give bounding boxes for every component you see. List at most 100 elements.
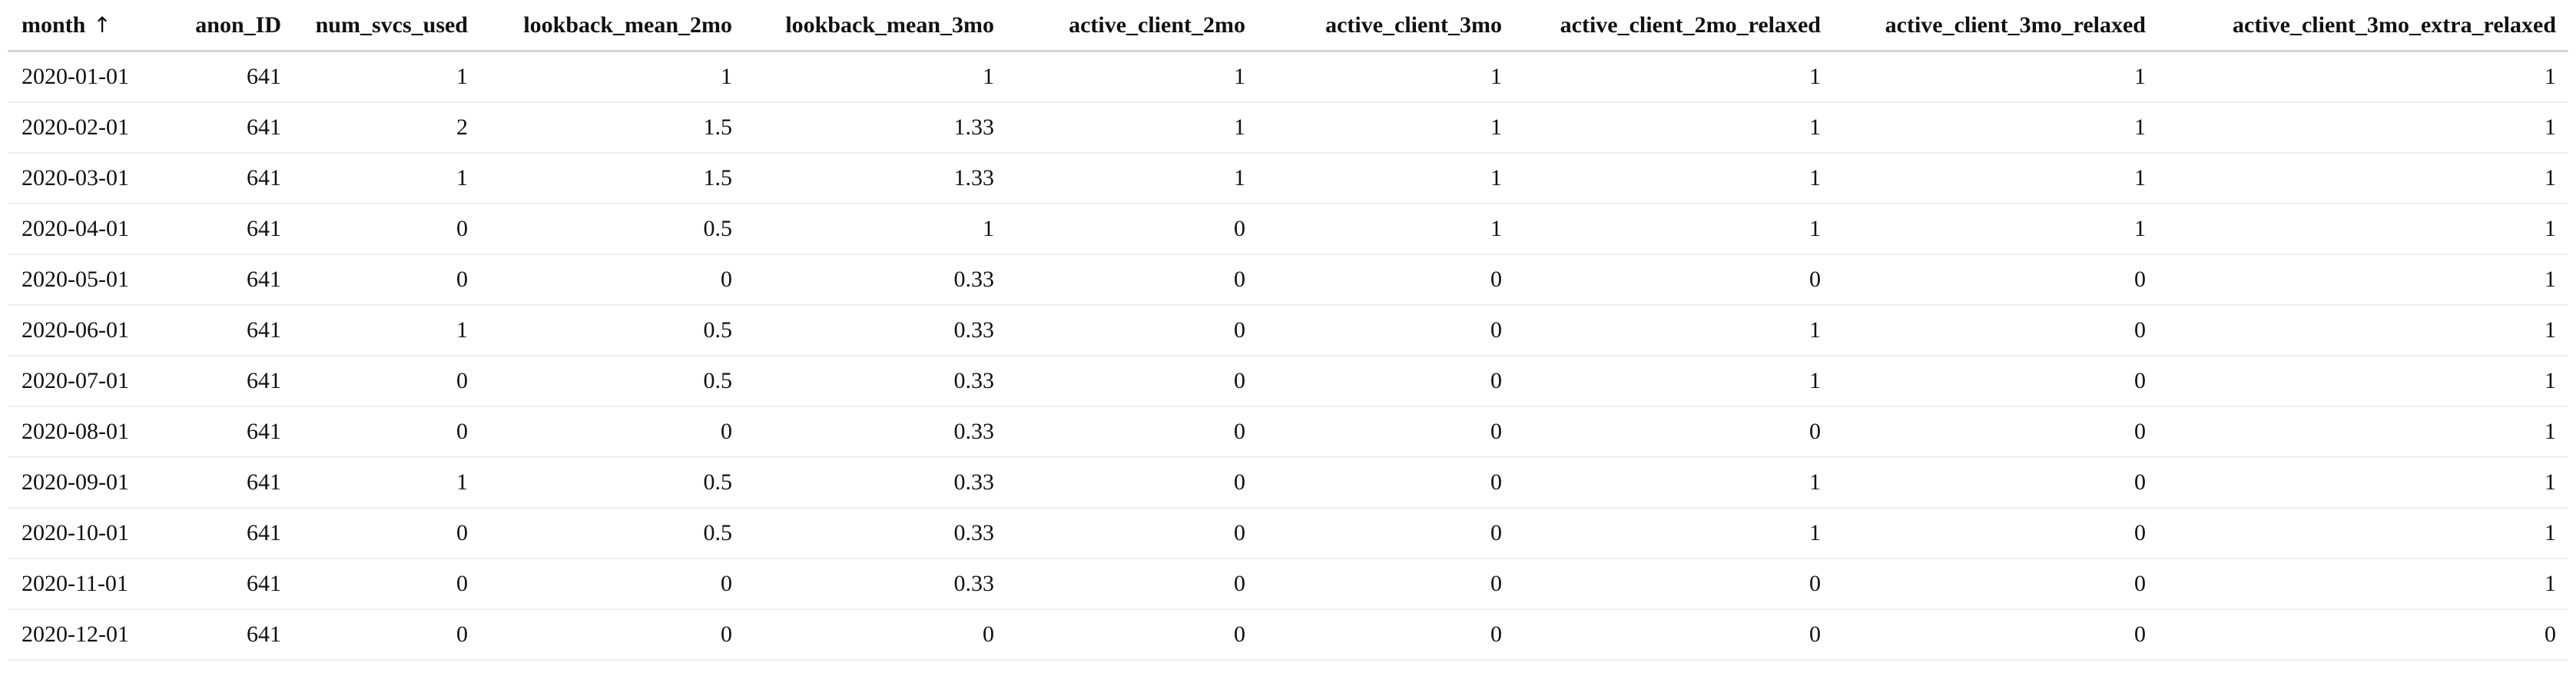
table-cell-active-client-3mo-extra-relaxed: 1 xyxy=(2158,254,2568,306)
table-cell-anon-id: 641 xyxy=(154,508,293,559)
column-header-active-client-3mo[interactable]: active_client_3mo xyxy=(1258,0,1514,52)
column-header-active-client-3mo-relaxed[interactable]: active_client_3mo_relaxed xyxy=(1833,0,2158,52)
table-cell-active-client-2mo: 0 xyxy=(1006,457,1258,509)
table-cell-anon-id: 641 xyxy=(154,102,293,154)
column-header-active-client-2mo-relaxed[interactable]: active_client_2mo_relaxed xyxy=(1514,0,1833,52)
table-cell-num-svcs-used: 1 xyxy=(293,153,480,204)
table-cell-active-client-3mo-extra-relaxed: 0 xyxy=(2158,609,2568,661)
table-cell-month: 2020-04-01 xyxy=(8,204,154,255)
table-cell-active-client-3mo: 0 xyxy=(1258,254,1514,306)
column-header-label: num_svcs_used xyxy=(315,12,468,38)
column-header-active-client-2mo[interactable]: active_client_2mo xyxy=(1006,0,1258,52)
table-cell-active-client-3mo-extra-relaxed: 1 xyxy=(2158,51,2568,103)
table-cell-anon-id: 641 xyxy=(154,204,293,255)
table-cell-active-client-2mo: 0 xyxy=(1006,305,1258,356)
table-cell-num-svcs-used: 0 xyxy=(293,406,480,458)
table-cell-active-client-2mo: 1 xyxy=(1006,153,1258,204)
table-body: 2020-01-01 641 1 1 1 1 1 1 1 1 2020-02-01 641 2 1.5 1.… xyxy=(8,51,2568,661)
table-cell-lookback-mean-2mo: 0 xyxy=(480,406,744,458)
table-cell-lookback-mean-3mo: 0.33 xyxy=(744,356,1006,407)
table-row: 2020-08-01 641 0 0 0.33 0 0 0 0 1 xyxy=(8,406,2568,458)
table-cell-active-client-2mo-relaxed: 1 xyxy=(1514,204,1833,255)
table-cell-num-svcs-used: 0 xyxy=(293,609,480,661)
table-cell-active-client-3mo-extra-relaxed: 1 xyxy=(2158,457,2568,509)
table-cell-month: 2020-12-01 xyxy=(8,609,154,661)
column-header-lookback-mean-2mo[interactable]: lookback_mean_2mo xyxy=(480,0,744,52)
table-cell-active-client-3mo-extra-relaxed: 1 xyxy=(2158,406,2568,458)
table-cell-num-svcs-used: 0 xyxy=(293,254,480,306)
table-cell-active-client-2mo-relaxed: 1 xyxy=(1514,153,1833,204)
table-cell-month: 2020-03-01 xyxy=(8,153,154,204)
table-cell-active-client-3mo-relaxed: 0 xyxy=(1833,254,2158,306)
column-header-lookback-mean-3mo[interactable]: lookback_mean_3mo xyxy=(744,0,1006,52)
table-cell-active-client-2mo-relaxed: 1 xyxy=(1514,508,1833,559)
table-cell-active-client-2mo: 0 xyxy=(1006,508,1258,559)
table-cell-active-client-2mo-relaxed: 0 xyxy=(1514,254,1833,306)
table-cell-anon-id: 641 xyxy=(154,254,293,306)
table-cell-active-client-3mo: 0 xyxy=(1258,406,1514,458)
table-cell-anon-id: 641 xyxy=(154,406,293,458)
table-cell-lookback-mean-3mo: 0.33 xyxy=(744,457,1006,509)
column-header-label: active_client_3mo xyxy=(1325,12,1502,38)
table-cell-anon-id: 641 xyxy=(154,356,293,407)
header-row: month ↑ anon_ID num_svcs_used lookback_mean_… xyxy=(8,0,2568,52)
column-header-num-svcs-used[interactable]: num_svcs_used xyxy=(293,0,480,52)
table-cell-active-client-3mo: 0 xyxy=(1258,508,1514,559)
table-cell-lookback-mean-3mo: 0.33 xyxy=(744,406,1006,458)
table-cell-active-client-2mo-relaxed: 0 xyxy=(1514,406,1833,458)
table-cell-active-client-3mo-relaxed: 0 xyxy=(1833,457,2158,509)
table-cell-active-client-3mo-extra-relaxed: 1 xyxy=(2158,102,2568,154)
table-cell-active-client-2mo: 0 xyxy=(1006,559,1258,610)
table-cell-lookback-mean-3mo: 1 xyxy=(744,204,1006,255)
table-cell-active-client-2mo: 0 xyxy=(1006,406,1258,458)
table-cell-num-svcs-used: 0 xyxy=(293,204,480,255)
table-row: 2020-02-01 641 2 1.5 1.33 1 1 1 1 1 xyxy=(8,102,2568,154)
table-cell-active-client-3mo-relaxed: 0 xyxy=(1833,609,2158,661)
table-cell-lookback-mean-2mo: 0 xyxy=(480,609,744,661)
column-header-anon-id[interactable]: anon_ID xyxy=(154,0,293,52)
data-table: month ↑ anon_ID num_svcs_used lookback_mean_… xyxy=(8,0,2568,661)
table-cell-active-client-3mo-relaxed: 0 xyxy=(1833,406,2158,458)
table-cell-active-client-2mo: 1 xyxy=(1006,51,1258,103)
table-cell-lookback-mean-2mo: 0 xyxy=(480,559,744,610)
table-row: 2020-05-01 641 0 0 0.33 0 0 0 0 1 xyxy=(8,254,2568,306)
table-cell-active-client-3mo-relaxed: 1 xyxy=(1833,102,2158,154)
table-cell-lookback-mean-3mo: 1.33 xyxy=(744,102,1006,154)
table-cell-active-client-3mo-relaxed: 0 xyxy=(1833,559,2158,610)
table-cell-active-client-3mo-extra-relaxed: 1 xyxy=(2158,204,2568,255)
table-cell-lookback-mean-2mo: 1.5 xyxy=(480,102,744,154)
table-cell-active-client-3mo-extra-relaxed: 1 xyxy=(2158,559,2568,610)
table-cell-lookback-mean-3mo: 0.33 xyxy=(744,508,1006,559)
table-cell-month: 2020-01-01 xyxy=(8,51,154,103)
table-cell-active-client-3mo-relaxed: 1 xyxy=(1833,204,2158,255)
table-cell-num-svcs-used: 1 xyxy=(293,51,480,103)
table-row: 2020-07-01 641 0 0.5 0.33 0 0 1 0 1 xyxy=(8,356,2568,407)
column-header-label: active_client_3mo_relaxed xyxy=(1885,12,2146,38)
table-cell-lookback-mean-3mo: 0 xyxy=(744,609,1006,661)
table-cell-month: 2020-07-01 xyxy=(8,356,154,407)
table-cell-anon-id: 641 xyxy=(154,457,293,509)
table-cell-lookback-mean-3mo: 0.33 xyxy=(744,254,1006,306)
table-cell-lookback-mean-2mo: 1 xyxy=(480,51,744,103)
table-row: 2020-12-01 641 0 0 0 0 0 0 0 0 xyxy=(8,609,2568,661)
table-cell-anon-id: 641 xyxy=(154,609,293,661)
table-row: 2020-09-01 641 1 0.5 0.33 0 0 1 0 1 xyxy=(8,457,2568,509)
table-cell-active-client-2mo: 0 xyxy=(1006,204,1258,255)
table-cell-month: 2020-09-01 xyxy=(8,457,154,509)
column-header-active-client-3mo-extra-relaxed[interactable]: active_client_3mo_extra_relaxed xyxy=(2158,0,2568,52)
table-cell-active-client-3mo-extra-relaxed: 1 xyxy=(2158,356,2568,407)
table-cell-anon-id: 641 xyxy=(154,305,293,356)
table-cell-active-client-3mo: 0 xyxy=(1258,356,1514,407)
table-cell-lookback-mean-2mo: 0.5 xyxy=(480,508,744,559)
sort-ascending-arrow-icon[interactable]: ↑ xyxy=(93,12,111,38)
table-row: 2020-03-01 641 1 1.5 1.33 1 1 1 1 1 xyxy=(8,153,2568,204)
table-cell-active-client-3mo-extra-relaxed: 1 xyxy=(2158,153,2568,204)
table-cell-active-client-2mo-relaxed: 1 xyxy=(1514,457,1833,509)
table-cell-active-client-2mo-relaxed: 1 xyxy=(1514,51,1833,103)
table-cell-active-client-2mo: 0 xyxy=(1006,254,1258,306)
table-cell-lookback-mean-2mo: 0.5 xyxy=(480,457,744,509)
table-cell-active-client-3mo: 1 xyxy=(1258,153,1514,204)
column-header-month[interactable]: month ↑ xyxy=(8,0,154,52)
table-cell-anon-id: 641 xyxy=(154,51,293,103)
column-header-label: lookback_mean_3mo xyxy=(785,12,994,38)
